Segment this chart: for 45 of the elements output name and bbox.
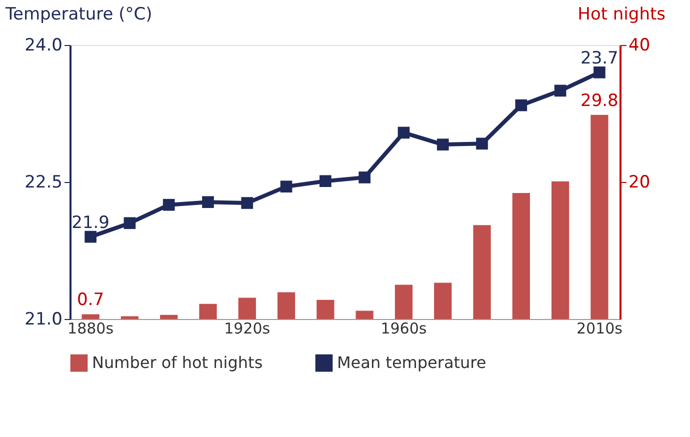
point xyxy=(358,172,370,184)
bar xyxy=(551,181,570,319)
point xyxy=(515,99,528,112)
legend-label: Number of hot nights xyxy=(92,353,263,372)
bar xyxy=(82,314,100,319)
point xyxy=(436,138,449,150)
y2-axis-title: Hot nights xyxy=(578,4,666,24)
data-label: 29.8 xyxy=(580,90,618,111)
point xyxy=(554,84,566,97)
point xyxy=(476,138,488,150)
x-tick-label: 1880s xyxy=(68,320,114,338)
point xyxy=(124,217,136,230)
data-label: 23.7 xyxy=(580,48,618,68)
data-label: 0.7 xyxy=(77,290,104,310)
point xyxy=(202,196,214,208)
point xyxy=(594,66,606,78)
point xyxy=(280,180,292,192)
y2-tick-label: 40 xyxy=(628,36,650,56)
point xyxy=(398,126,410,139)
y-tick-label: 24.0 xyxy=(24,36,62,56)
bar xyxy=(238,298,256,319)
bar xyxy=(512,192,530,319)
bar xyxy=(394,284,413,319)
point xyxy=(84,230,96,243)
x-tick-label: 1920s xyxy=(224,320,270,338)
point xyxy=(162,198,175,211)
y-tick-label: 22.5 xyxy=(24,172,62,192)
point xyxy=(241,197,254,209)
bar xyxy=(316,300,334,319)
point xyxy=(320,175,332,188)
bar xyxy=(356,310,374,319)
legend-label: Mean temperature xyxy=(337,353,486,372)
y-tick-label: 21.0 xyxy=(24,310,62,330)
y2-tick-label: 20 xyxy=(628,172,650,192)
x-tick-label: 1960s xyxy=(380,320,427,338)
bar xyxy=(160,314,178,319)
bar xyxy=(277,292,296,319)
y-axis-title: Temperature (°C) xyxy=(4,4,152,24)
x-tick-label: 2010s xyxy=(576,320,623,338)
bar xyxy=(473,225,491,319)
bar xyxy=(120,316,139,319)
bar xyxy=(199,304,217,319)
data-label: 21.9 xyxy=(72,212,110,233)
bar xyxy=(434,282,452,319)
bar xyxy=(590,114,608,319)
